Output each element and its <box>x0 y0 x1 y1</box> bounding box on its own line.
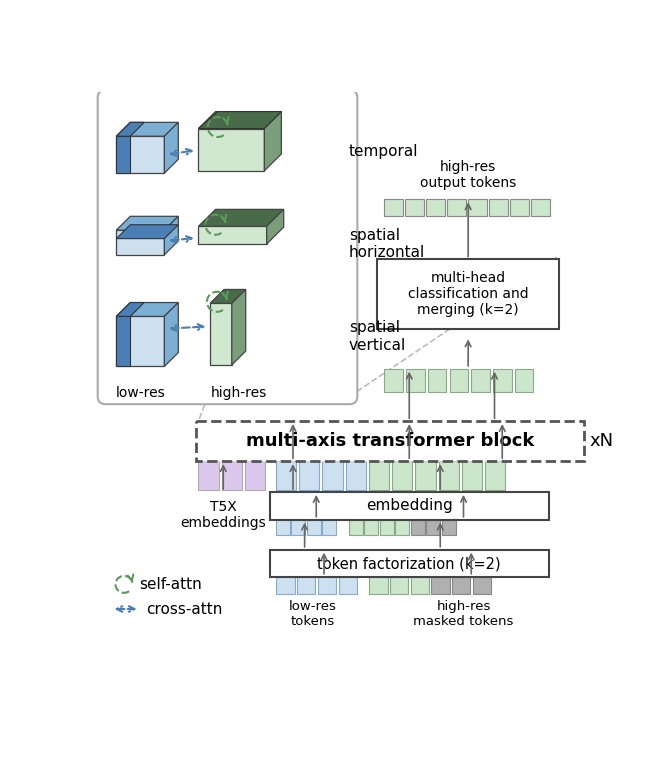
Bar <box>322 520 336 535</box>
Polygon shape <box>198 128 265 171</box>
Polygon shape <box>198 209 283 227</box>
Bar <box>198 461 218 491</box>
Bar <box>245 461 265 491</box>
Bar <box>392 461 412 491</box>
Bar <box>369 461 389 491</box>
Bar <box>428 369 446 392</box>
Polygon shape <box>117 122 178 137</box>
Bar <box>462 461 482 491</box>
Text: spatial
horizontal: spatial horizontal <box>349 228 425 260</box>
Bar <box>297 577 316 594</box>
Text: token factorization (k=2): token factorization (k=2) <box>318 556 501 571</box>
Bar <box>493 369 512 392</box>
Polygon shape <box>117 216 178 230</box>
Text: high-res
masked tokens: high-res masked tokens <box>413 600 514 628</box>
FancyBboxPatch shape <box>270 492 549 520</box>
Bar <box>364 520 379 535</box>
Text: temporal: temporal <box>349 144 418 159</box>
Polygon shape <box>210 289 246 304</box>
Bar <box>307 520 321 535</box>
Bar <box>439 461 459 491</box>
Bar <box>369 577 387 594</box>
Bar <box>390 577 409 594</box>
Bar <box>322 461 342 491</box>
Text: T5X
embeddings: T5X embeddings <box>180 500 266 530</box>
Bar <box>452 577 470 594</box>
Bar <box>442 520 456 535</box>
Text: cross-attn: cross-attn <box>146 601 222 617</box>
Bar <box>385 369 403 392</box>
Polygon shape <box>117 303 144 317</box>
Text: low-res
tokens: low-res tokens <box>289 600 336 628</box>
Text: embedding: embedding <box>366 498 453 513</box>
Polygon shape <box>265 111 281 171</box>
Bar <box>406 369 425 392</box>
Bar <box>411 520 425 535</box>
Bar <box>299 461 320 491</box>
Bar <box>450 369 468 392</box>
Polygon shape <box>198 111 281 128</box>
Text: low-res: low-res <box>115 386 165 400</box>
Polygon shape <box>117 137 130 173</box>
Bar <box>222 461 242 491</box>
Bar <box>426 520 440 535</box>
Polygon shape <box>117 303 178 317</box>
Bar <box>395 520 409 535</box>
Bar <box>485 461 505 491</box>
Polygon shape <box>164 122 178 173</box>
Bar <box>426 199 445 216</box>
Bar <box>318 577 336 594</box>
Polygon shape <box>232 289 246 365</box>
Polygon shape <box>164 216 178 255</box>
Polygon shape <box>267 209 283 244</box>
Bar <box>531 199 549 216</box>
Bar <box>346 461 366 491</box>
Bar <box>405 199 424 216</box>
Polygon shape <box>117 225 178 239</box>
Bar <box>510 199 529 216</box>
Bar <box>489 199 508 216</box>
Polygon shape <box>117 230 164 255</box>
Polygon shape <box>117 317 130 366</box>
Text: high-res
output tokens: high-res output tokens <box>420 160 517 190</box>
Polygon shape <box>117 317 164 366</box>
Bar <box>473 577 491 594</box>
Bar <box>515 369 533 392</box>
FancyBboxPatch shape <box>377 259 559 329</box>
Text: xN: xN <box>589 432 613 450</box>
Bar <box>291 520 306 535</box>
Polygon shape <box>164 303 178 366</box>
Bar <box>276 461 296 491</box>
Bar <box>448 199 466 216</box>
Polygon shape <box>117 122 144 137</box>
Text: multi-axis transformer block: multi-axis transformer block <box>246 432 534 450</box>
FancyBboxPatch shape <box>98 90 357 404</box>
Bar <box>431 577 450 594</box>
Bar <box>415 461 436 491</box>
Bar <box>385 199 403 216</box>
Bar <box>339 577 357 594</box>
FancyBboxPatch shape <box>196 421 584 461</box>
Text: self-attn: self-attn <box>139 577 202 592</box>
Text: high-res: high-res <box>210 386 267 400</box>
Polygon shape <box>117 137 164 173</box>
Text: spatial
vertical: spatial vertical <box>349 320 406 353</box>
Bar <box>276 577 295 594</box>
Polygon shape <box>198 111 281 128</box>
Bar <box>471 369 490 392</box>
Bar <box>276 520 290 535</box>
Bar <box>349 520 362 535</box>
FancyBboxPatch shape <box>270 549 549 578</box>
Bar <box>380 520 394 535</box>
Bar <box>411 577 429 594</box>
Polygon shape <box>210 304 232 365</box>
Polygon shape <box>198 227 267 244</box>
Text: multi-head
classification and
merging (k=2): multi-head classification and merging (k… <box>408 271 529 317</box>
Bar <box>468 199 486 216</box>
